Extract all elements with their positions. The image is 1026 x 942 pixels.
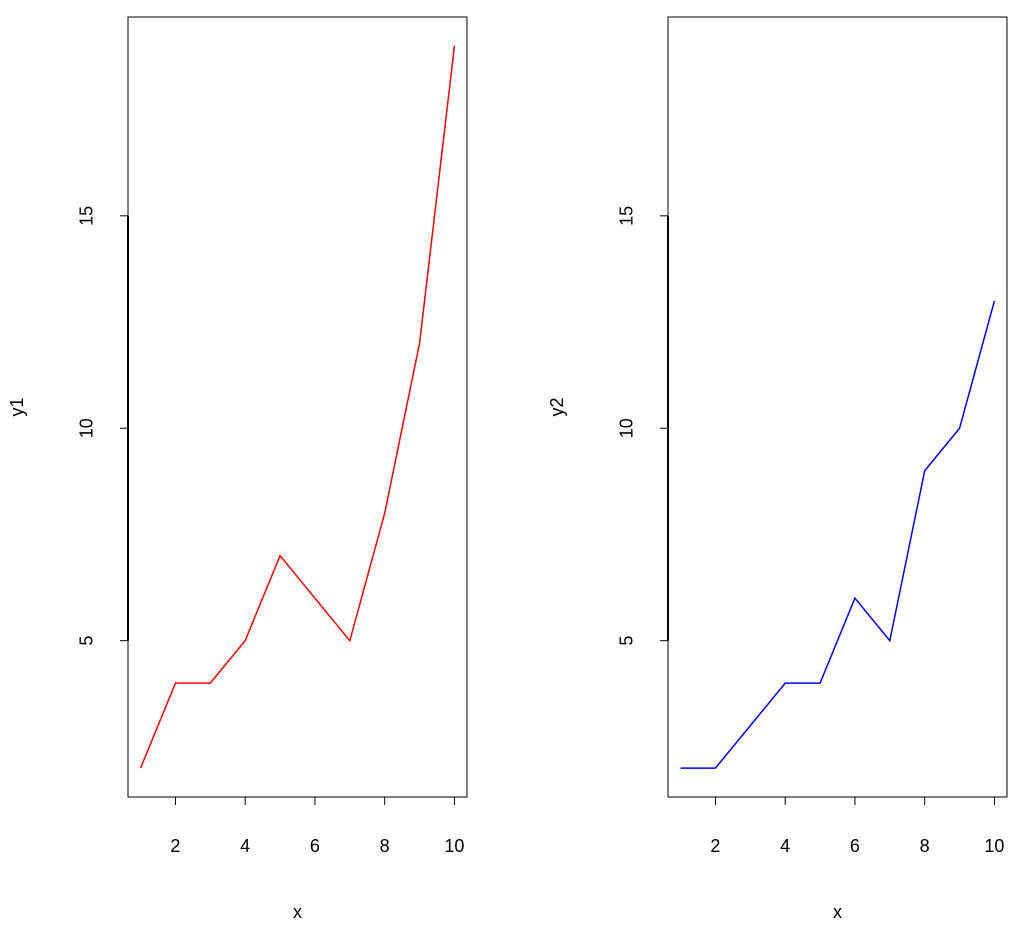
x-tick-label: 2 xyxy=(710,836,720,856)
y-tick-label: 10 xyxy=(77,418,97,438)
y-tick-label: 15 xyxy=(617,206,637,226)
x-tick-label: 2 xyxy=(170,836,180,856)
x-tick-label: 8 xyxy=(380,836,390,856)
x-tick-label: 6 xyxy=(850,836,860,856)
x-tick-label: 4 xyxy=(780,836,790,856)
plot-frame xyxy=(667,16,1008,798)
plot-frame xyxy=(127,16,468,798)
data-line xyxy=(139,45,456,769)
x-tick-label: 8 xyxy=(920,836,930,856)
x-tick-label: 10 xyxy=(984,836,1004,856)
y-tick-label: 5 xyxy=(617,636,637,646)
y-tick-label: 15 xyxy=(77,206,97,226)
x-axis-label: x xyxy=(293,902,302,922)
y-axis-label: y1 xyxy=(7,397,27,416)
y-tick-label: 10 xyxy=(617,418,637,438)
x-axis-label: x xyxy=(833,902,842,922)
x-tick-label: 4 xyxy=(240,836,250,856)
y-axis-label: y2 xyxy=(547,397,567,416)
x-tick-label: 10 xyxy=(444,836,464,856)
data-line xyxy=(680,300,996,769)
y-tick-label: 5 xyxy=(77,636,97,646)
x-tick-label: 6 xyxy=(310,836,320,856)
